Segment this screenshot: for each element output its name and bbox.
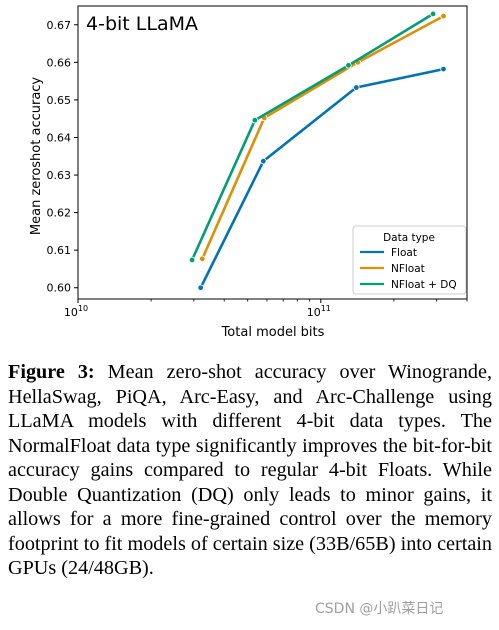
series-layer [188,10,447,291]
legend-label: NFloat [391,263,425,275]
y-tick-label: 0.60 [47,282,72,295]
figure-caption: Figure 3: Mean zero-shot accuracy over W… [8,360,492,581]
legend-label: NFloat + DQ [391,279,457,291]
chart: 0.60 0.61 0.62 0.63 0.64 0.65 0.66 0.67 1010 1011… [29,5,468,340]
y-tick-label: 0.64 [47,131,72,144]
data-point [440,12,447,20]
plot-frame [77,5,468,300]
caption-label: Figure 3: [8,361,95,383]
y-tick-label: 0.61 [47,244,72,257]
chart-title: 4-bit LLaMA [86,13,198,35]
legend-title: Data type [383,232,435,244]
x-tick-label: 1011 [307,304,331,319]
data-point [429,10,437,18]
data-point [260,157,267,165]
legend: Data type Float NFloat NFloat + DQ [352,225,467,295]
data-point [188,256,196,264]
data-point [440,65,447,73]
series-line-0 [199,67,444,289]
data-point [353,84,360,91]
series-line-2 [190,12,434,261]
y-tick-label: 0.63 [47,169,72,182]
data-point [251,116,259,124]
legend-box [352,225,467,295]
data-point [199,255,206,263]
y-tick-label: 0.67 [47,19,72,32]
y-tick-label: 0.66 [47,56,72,69]
watermark: CSDN @小趴菜日记 [309,596,450,620]
y-tick-label: 0.62 [47,207,72,220]
x-axis-label: Total model bits [221,325,325,340]
data-point [345,62,352,69]
series-line-1 [201,14,445,260]
caption-text: Mean zero-shot accuracy over Winogrande,… [8,361,493,579]
legend-label: Float [391,247,417,259]
y-axis-label: Mean zeroshot accuracy [29,77,44,236]
legend-entries: Float NFloat NFloat + DQ [360,247,457,291]
x-tick-label: 1010 [64,304,88,319]
data-point [197,284,204,291]
y-tick-label: 0.65 [47,94,72,107]
